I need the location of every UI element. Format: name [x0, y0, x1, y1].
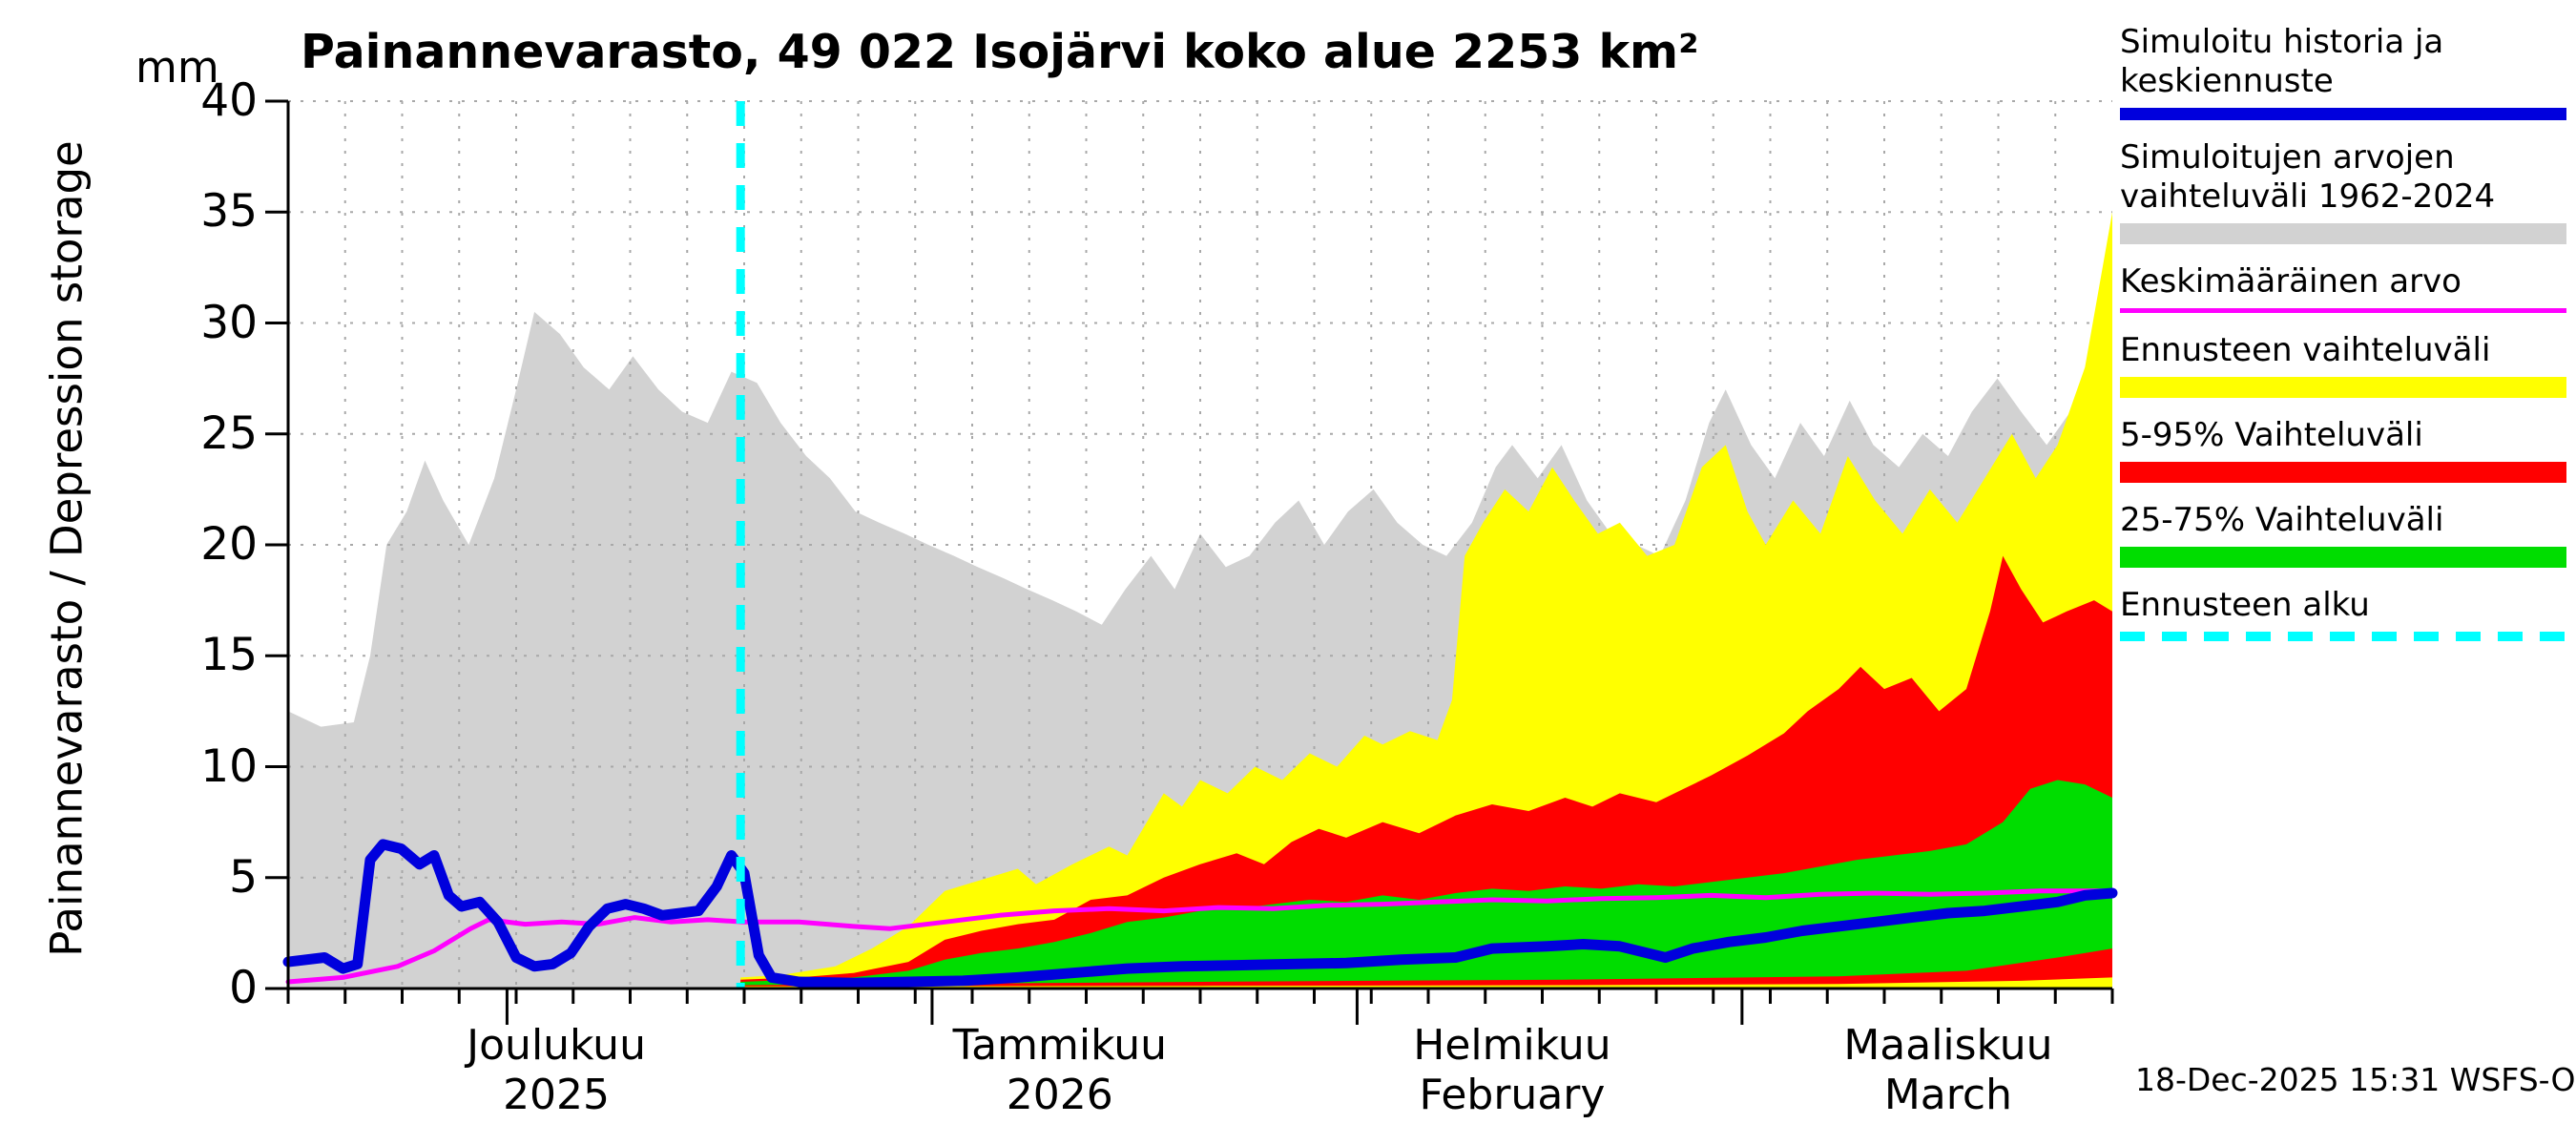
gray-band-swatch: [2120, 223, 2566, 244]
legend: Simuloitu historia ja keskiennuste Simul…: [2120, 23, 2566, 641]
red-band-swatch: [2120, 462, 2566, 483]
magenta-line-swatch: [2120, 308, 2566, 313]
x-month-label: Helmikuu February: [1413, 1021, 1611, 1119]
cyan-dashed-swatch: [2120, 632, 2566, 641]
y-tick-label: 35: [200, 185, 258, 239]
y-tick-label: 5: [229, 850, 258, 904]
line-sim-history-central-forecast: [282, 839, 2118, 989]
y-tick-label: 15: [200, 629, 258, 682]
legend-label: Simuloitu historia ja keskiennuste: [2120, 23, 2444, 100]
legend-item-forecast-range: Ennusteen vaihteluväli: [2120, 331, 2566, 398]
legend-label: 5-95% Vaihteluväli: [2120, 416, 2423, 454]
y-tick-label: 30: [200, 296, 258, 349]
y-tick-label: 10: [200, 739, 258, 793]
chart-title: Painannevarasto, 49 022 Isojärvi koko al…: [301, 25, 1699, 79]
legend-item-25-75: 25-75% Vaihteluväli: [2120, 501, 2566, 568]
legend-item-forecast-start: Ennusteen alku: [2120, 586, 2566, 641]
legend-label: Ennusteen vaihteluväli: [2120, 331, 2491, 369]
y-tick-label: 0: [229, 962, 258, 1014]
blue-line-swatch: [2120, 108, 2566, 120]
legend-item-mean: Keskimääräinen arvo: [2120, 262, 2566, 313]
line-mean-1962-2024: [285, 888, 2115, 985]
yellow-band-swatch: [2120, 377, 2566, 398]
legend-item-5-95: 5-95% Vaihteluväli: [2120, 416, 2566, 483]
legend-label: 25-75% Vaihteluväli: [2120, 501, 2444, 539]
y-tick-label: 25: [200, 406, 258, 460]
y-axis-unit: mm: [135, 42, 219, 93]
legend-label: Ennusteen alku: [2120, 586, 2370, 624]
y-tick-label: 40: [200, 74, 258, 127]
legend-item-sim-history: Simuloitu historia ja keskiennuste: [2120, 23, 2566, 120]
legend-label: Keskimääräinen arvo: [2120, 262, 2462, 301]
x-month-label: Tammikuu 2026: [952, 1021, 1167, 1119]
y-axis-title: Painannevarasto / Depression storage: [41, 140, 93, 957]
legend-item-sim-range: Simuloitujen arvojen vaihteluväli 1962-2…: [2120, 138, 2566, 244]
x-month-label: Joulukuu 2025: [467, 1021, 646, 1119]
x-month-label: Maaliskuu March: [1843, 1021, 2053, 1119]
green-band-swatch: [2120, 547, 2566, 568]
y-tick-label: 20: [200, 518, 258, 571]
legend-label: Simuloitujen arvojen vaihteluväli 1962-2…: [2120, 138, 2496, 216]
timestamp: 18-Dec-2025 15:31 WSFS-O: [2135, 1061, 2576, 1098]
